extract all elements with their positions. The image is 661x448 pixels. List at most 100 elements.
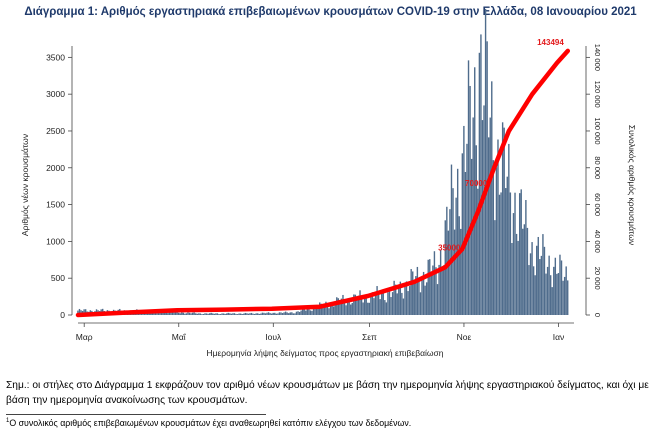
bar [277, 313, 279, 315]
bar [430, 274, 433, 315]
bar [511, 243, 513, 315]
bar [257, 313, 259, 315]
bar [221, 313, 223, 315]
bar [170, 311, 172, 315]
bar [314, 306, 316, 315]
bar [233, 313, 236, 315]
bar [520, 189, 522, 315]
bar [270, 313, 273, 315]
bar [548, 255, 550, 315]
bar [78, 308, 81, 315]
bar [514, 192, 516, 315]
x-tick-label: Ιαν [553, 332, 565, 342]
bar [503, 127, 505, 315]
bar [525, 200, 527, 315]
bar [453, 229, 456, 315]
bar [173, 312, 175, 315]
y-tick-label: 500 [51, 273, 65, 283]
bar [181, 312, 183, 315]
bar [495, 167, 498, 315]
bar [376, 286, 378, 315]
bar [551, 287, 553, 315]
bar [422, 271, 425, 315]
bar [396, 293, 398, 315]
bar [232, 313, 234, 315]
bar [483, 105, 485, 316]
bar [331, 302, 333, 315]
x-tick-label: Μαΐ [172, 332, 187, 342]
bar [351, 302, 353, 315]
bar [326, 306, 329, 315]
bar [323, 303, 326, 315]
bar [201, 314, 203, 315]
bar [413, 283, 415, 315]
bar [373, 298, 375, 315]
y2-tick-label: 140 000 [593, 44, 602, 71]
bar [382, 291, 384, 315]
note: Σημ.: οι στήλες στο Διάγραμμα 1 εκφράζου… [6, 380, 649, 406]
bar [278, 312, 281, 315]
bar [301, 308, 304, 315]
bar [567, 280, 569, 315]
bar [202, 313, 205, 315]
bar [494, 220, 496, 315]
bar [182, 312, 185, 315]
bar [401, 292, 403, 315]
x-tick-label: Μαρ [76, 332, 93, 342]
x-axis: Μαρ Μαΐ Ιουλ Σεπ Νοε Ιαν [76, 322, 574, 342]
bar [215, 313, 217, 315]
bar [291, 312, 293, 315]
bar [523, 224, 526, 315]
bar [312, 307, 315, 315]
bar [497, 139, 499, 315]
bar [390, 297, 392, 315]
bar [489, 117, 491, 315]
bar [266, 312, 268, 315]
bar [491, 81, 493, 315]
bar [150, 312, 152, 315]
bar [546, 266, 549, 315]
bar [167, 313, 169, 315]
bar [193, 312, 195, 315]
bar [176, 311, 178, 315]
bar [309, 310, 312, 315]
bar [470, 158, 473, 315]
bar [249, 313, 251, 315]
bar [466, 143, 468, 315]
bar [478, 52, 481, 316]
y-tick-label: 3000 [46, 89, 65, 99]
bar [213, 313, 216, 315]
bar [272, 312, 274, 315]
bar [560, 260, 563, 315]
bar [298, 311, 301, 315]
bar [407, 291, 409, 315]
bar [252, 313, 254, 315]
bar [247, 313, 250, 315]
bar [360, 296, 363, 315]
bar [353, 294, 355, 315]
y2-tick-label: 40 000 [593, 230, 602, 253]
bar [227, 312, 229, 315]
bar [439, 249, 442, 315]
y-axis-right: 0 20 000 40 000 60 000 80 000 100 000 120 000 1… [585, 44, 602, 317]
bar [295, 311, 298, 315]
bar [280, 312, 282, 315]
bar [391, 292, 394, 315]
bar [328, 308, 330, 315]
bar [263, 312, 265, 315]
bar [184, 313, 186, 315]
bar [370, 293, 372, 315]
bar [325, 301, 327, 315]
callout-label: 35000 [438, 244, 461, 253]
bar [402, 298, 405, 315]
bar [534, 275, 536, 315]
y-tick-label: 1000 [46, 236, 65, 246]
bar [475, 145, 477, 315]
bar [269, 313, 271, 315]
chart: 0 500 1000 1500 2000 2500 3000 3500 0 20 000 40 0… [20, 8, 637, 358]
bar [429, 259, 431, 315]
bar [292, 313, 295, 315]
callouts: 35000 70000 143494 [438, 38, 564, 253]
bar [458, 216, 460, 315]
bar [83, 309, 85, 315]
